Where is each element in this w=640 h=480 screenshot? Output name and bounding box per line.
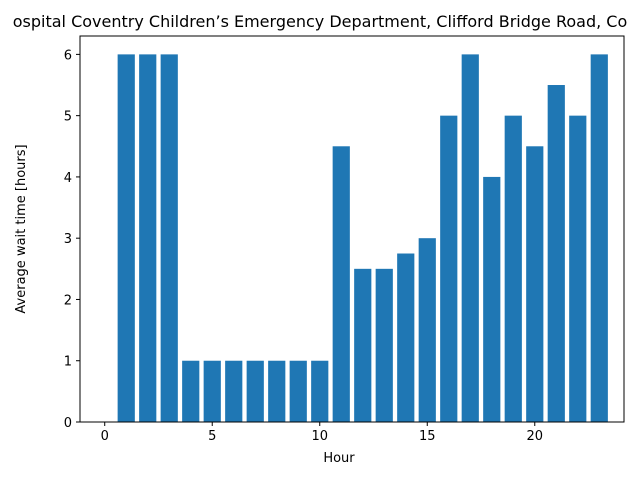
bar-hour-19 — [504, 115, 522, 423]
x-tick-label: 15 — [419, 429, 436, 444]
plot-frame — [79, 35, 625, 423]
bar-hour-17 — [461, 54, 479, 422]
chart-title: ospital Coventry Children’s Emergency De… — [13, 12, 628, 31]
bars-group — [117, 54, 608, 423]
y-axis-ticks: 0 1 2 3 4 5 6 — [64, 48, 80, 431]
y-tick-label: 1 — [64, 355, 72, 370]
bar-hour-12 — [354, 268, 372, 422]
bar-hour-9 — [289, 360, 307, 422]
x-tick-label: 5 — [208, 429, 216, 444]
bar-hour-1 — [117, 54, 135, 422]
bar-hour-10 — [311, 360, 329, 422]
x-axis-ticks: 0 5 10 15 20 — [101, 422, 543, 444]
bar-hour-13 — [375, 268, 393, 422]
bar-hour-20 — [526, 146, 544, 423]
y-axis-label: Average wait time [hours] — [14, 144, 29, 313]
y-tick-label: 0 — [64, 416, 72, 431]
bar-hour-18 — [483, 176, 501, 422]
x-axis-label: Hour — [323, 451, 355, 466]
bar-hour-14 — [397, 253, 415, 422]
bar-hour-23 — [590, 54, 608, 422]
x-tick-label: 10 — [311, 429, 328, 444]
bar-hour-16 — [440, 115, 458, 423]
bar-hour-7 — [246, 360, 264, 422]
bar-hour-5 — [203, 360, 221, 422]
x-tick-label: 0 — [101, 429, 109, 444]
bar-hour-15 — [418, 238, 436, 422]
y-tick-label: 4 — [64, 171, 72, 186]
y-tick-label: 6 — [64, 48, 72, 63]
y-tick-label: 2 — [64, 293, 72, 308]
bar-hour-2 — [139, 54, 157, 422]
y-tick-label: 5 — [64, 110, 72, 125]
x-tick-label: 20 — [526, 429, 543, 444]
bar-hour-4 — [182, 360, 200, 422]
bar-hour-21 — [547, 85, 565, 423]
bar-hour-22 — [569, 115, 587, 423]
bar-hour-6 — [225, 360, 243, 422]
bar-hour-8 — [268, 360, 286, 422]
bar-hour-3 — [160, 54, 178, 422]
bar-hour-11 — [332, 146, 350, 423]
y-tick-label: 3 — [64, 232, 72, 247]
